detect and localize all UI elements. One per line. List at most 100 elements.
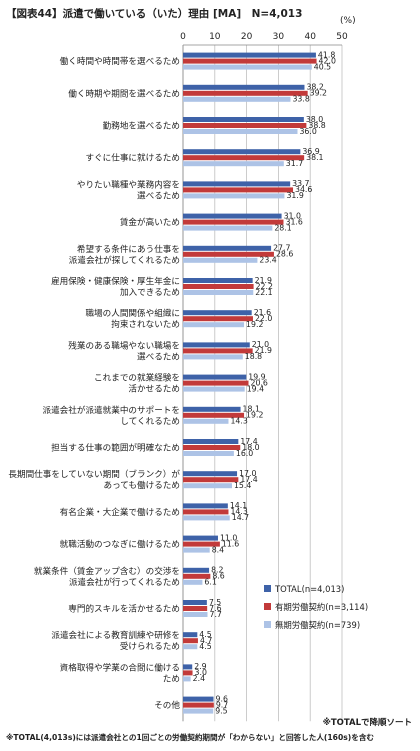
x-tick-label: 20	[241, 32, 253, 42]
value-label: 7.7	[209, 610, 221, 619]
bar	[183, 503, 228, 509]
bar	[183, 251, 274, 257]
bar	[183, 322, 245, 328]
value-label: 22.2	[256, 282, 273, 291]
bar	[183, 664, 193, 670]
category-label: 有名企業・大企業で働けるため	[60, 506, 180, 518]
bar	[183, 123, 307, 128]
category-label: 働く時間や時間帯を選べるため	[60, 55, 180, 67]
category-label: 長期間仕事をしていない期間（ブランク）があっても働けるため	[8, 468, 180, 491]
category-label: 派遣会社による教育訓練や研修を受けられるため	[51, 629, 180, 652]
bar	[183, 541, 220, 547]
value-label: 18.8	[245, 352, 262, 361]
value-label: 2.4	[193, 674, 205, 683]
value-label: 23.4	[259, 256, 276, 265]
bar	[183, 187, 294, 193]
value-label: 8.4	[212, 545, 224, 554]
category-label: 就業条件（賃金アップ含む）の交渉を派遣会社が行ってくれるため	[34, 565, 180, 588]
value-label: 19.2	[246, 320, 263, 329]
category-label: 勤務地を選べるため	[103, 120, 180, 132]
legend-swatch	[264, 621, 271, 628]
value-label: 38.2	[306, 83, 323, 92]
value-label: 4.7	[200, 636, 212, 645]
bar	[183, 547, 210, 553]
bar	[183, 638, 198, 644]
value-label: 38.1	[306, 153, 323, 162]
category-label: すぐに仕事に就けるため	[85, 152, 180, 164]
value-label: 41.8	[318, 50, 335, 59]
value-label: 33.7	[292, 179, 309, 188]
bar	[183, 600, 207, 605]
value-label: 4.5	[199, 630, 211, 639]
value-label: 17.0	[239, 469, 256, 478]
category-label: 雇用保険・健康保険・厚生年金に加入できるため	[51, 275, 180, 298]
bar	[183, 290, 254, 295]
category-label: 担当する仕事の範囲が明確なため	[51, 442, 180, 454]
bar	[183, 316, 253, 322]
bar	[183, 52, 316, 58]
value-label: 7.5	[209, 598, 221, 607]
value-label: 14.7	[232, 513, 249, 522]
category-label: 残業のある職場やない職場を選べるため	[68, 339, 180, 362]
bar	[183, 213, 282, 219]
value-label: 42.0	[319, 56, 336, 65]
value-label: 14.3	[230, 507, 247, 516]
value-label: 40.5	[314, 62, 331, 71]
value-label: 28.6	[276, 250, 293, 259]
bar	[183, 245, 272, 251]
value-label: 9.5	[215, 706, 227, 715]
bar	[183, 644, 198, 650]
value-label: 8.2	[211, 566, 223, 575]
value-label: 38.0	[306, 115, 323, 124]
bar	[183, 477, 239, 483]
bar	[183, 193, 285, 199]
legend-label: 有期労働契約(n=3,114)	[275, 602, 368, 612]
bar	[183, 696, 214, 702]
value-label: 9.7	[216, 700, 228, 709]
bar	[183, 161, 284, 167]
value-label: 8.6	[212, 572, 224, 581]
value-label: 14.1	[230, 501, 247, 510]
bar	[183, 284, 254, 289]
bar	[183, 509, 229, 515]
bar	[183, 535, 218, 541]
value-label: 39.2	[310, 89, 327, 98]
value-label: 11.0	[220, 533, 237, 542]
bar	[183, 670, 193, 676]
bar	[183, 155, 305, 161]
bar	[183, 612, 208, 617]
bar	[183, 219, 284, 225]
value-label: 31.7	[286, 159, 303, 168]
value-label: 21.6	[254, 308, 271, 317]
value-label: 20.6	[251, 378, 268, 387]
bar	[183, 451, 234, 456]
value-label: 22.0	[255, 314, 272, 323]
legend-label: TOTAL(n=4,013)	[274, 584, 344, 594]
legend-label: 無期労働契約(n=739)	[275, 620, 360, 630]
category-label: 資格取得や学業の合間に働けるため	[60, 661, 180, 684]
value-label: 18.0	[242, 443, 259, 452]
legend-swatch	[264, 603, 271, 610]
bar	[183, 129, 298, 134]
category-label: 就職活動のつなぎに働けるため	[60, 538, 180, 550]
bar	[183, 84, 305, 90]
category-label: 派遣会社が派遣就業中のサポートをしてくれるため	[42, 404, 180, 427]
category-label: 専門的スキルを活かせるため	[68, 603, 180, 615]
x-tick-label: 50	[336, 32, 348, 42]
bar	[183, 386, 245, 392]
value-label: 22.1	[255, 288, 272, 297]
value-label: 4.5	[199, 642, 211, 651]
category-label: これまでの就業経験を活かせるため	[94, 372, 180, 395]
bar	[183, 406, 241, 412]
bar	[183, 708, 214, 714]
bar	[183, 567, 210, 573]
unit-label: (%)	[340, 16, 356, 26]
value-label: 19.9	[248, 372, 265, 381]
value-label: 31.6	[285, 217, 302, 226]
value-label: 34.6	[295, 185, 312, 194]
bar	[183, 445, 241, 450]
x-tick-label: 30	[273, 32, 285, 42]
bar	[183, 439, 239, 444]
bar	[183, 412, 245, 418]
